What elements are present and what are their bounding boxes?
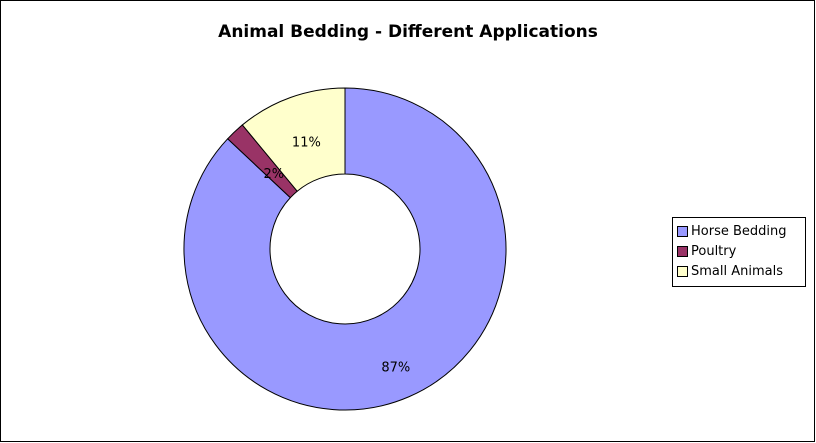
legend: Horse Bedding Poultry Small Animals xyxy=(672,217,806,287)
labels-group: 87% 2% 11% xyxy=(263,136,410,376)
slice-small-animals xyxy=(241,87,346,192)
legend-label: Poultry xyxy=(691,243,737,259)
legend-label: Small Animals xyxy=(691,263,783,279)
slices-group xyxy=(183,87,507,411)
legend-label: Horse Bedding xyxy=(691,223,787,239)
slice-horse-bedding xyxy=(183,87,507,411)
legend-item-poultry: Poultry xyxy=(677,241,805,261)
legend-swatch xyxy=(677,265,688,277)
label-poultry: 2% xyxy=(263,167,284,182)
legend-item-horse-bedding: Horse Bedding xyxy=(677,221,805,241)
legend-item-small-animals: Small Animals xyxy=(677,261,805,281)
label-horse-bedding: 87% xyxy=(381,360,410,375)
label-small-animals: 11% xyxy=(292,136,321,151)
legend-swatch xyxy=(677,225,688,237)
chart-title: Animal Bedding - Different Applications xyxy=(218,22,598,42)
legend-swatch xyxy=(677,245,688,257)
